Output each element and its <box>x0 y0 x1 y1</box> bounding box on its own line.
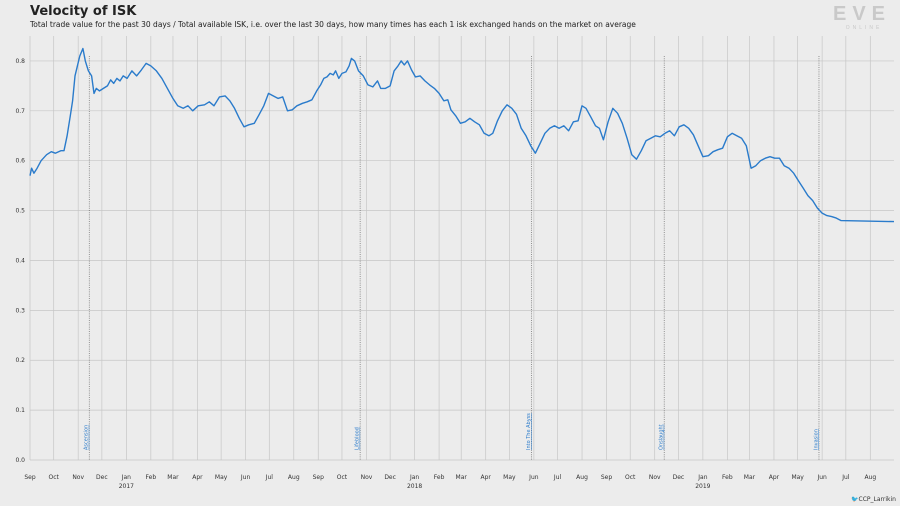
y-tick-label: 0.5 <box>15 208 25 215</box>
x-tick-label: Jan <box>409 474 419 481</box>
x-tick-label: Mar <box>744 474 756 481</box>
y-tick-label: 0.8 <box>15 58 25 65</box>
x-tick-label: Dec <box>673 474 685 481</box>
x-tick-label: Feb <box>434 474 445 481</box>
annotation-label: Onslaught <box>659 424 665 450</box>
x-tick-year-label: 2017 <box>119 483 134 490</box>
x-tick-label: Feb <box>722 474 733 481</box>
logo-subtext: ONLINE <box>846 25 883 31</box>
x-tick-label: May <box>791 474 804 481</box>
x-tick-label: Oct <box>625 474 636 481</box>
annotation-label: Into The Abyss <box>526 413 532 450</box>
y-tick-label: 0.1 <box>15 407 25 414</box>
x-tick-label: Jun <box>240 474 251 481</box>
chart-subtitle: Total trade value for the past 30 days /… <box>30 20 636 29</box>
x-tick-label: Apr <box>192 474 203 481</box>
twitter-bird-icon: 🐦 <box>851 496 859 503</box>
x-tick-year-label: 2018 <box>407 483 422 490</box>
x-tick-label: Dec <box>96 474 108 481</box>
x-tick-label: Sep <box>313 474 325 481</box>
annotation-label: Invasion <box>813 429 819 450</box>
annotation-label: Lifeblood <box>355 427 361 450</box>
x-tick-label: Mar <box>167 474 179 481</box>
x-tick-label: Nov <box>72 474 84 481</box>
y-tick-label: 0.0 <box>15 457 25 464</box>
x-tick-label: Feb <box>146 474 157 481</box>
x-tick-label: Jan <box>121 474 131 481</box>
x-tick-label: Dec <box>384 474 396 481</box>
y-tick-label: 0.2 <box>15 357 25 364</box>
y-axis-tick-labels: 0.0 0.1 0.2 0.3 0.4 0.5 0.6 0.7 0.8 <box>15 58 25 464</box>
x-tick-year-label: 2019 <box>695 483 710 490</box>
x-tick-label: Jun <box>528 474 539 481</box>
x-tick-label: Aug <box>288 474 300 481</box>
annotation-label: Ascension <box>84 425 90 450</box>
x-tick-label: Oct <box>337 474 348 481</box>
series-lines <box>29 47 895 223</box>
x-tick-label: Apr <box>480 474 491 481</box>
x-tick-label: Aug <box>576 474 588 481</box>
author-credit: 🐦CCP_Larrikin <box>851 496 896 503</box>
y-tick-label: 0.3 <box>15 307 25 314</box>
x-tick-label: Nov <box>649 474 661 481</box>
x-tick-label: Oct <box>49 474 60 481</box>
x-axis-tick-labels: Sep Oct Nov Dec Jan 2017 Feb Mar Apr May Jun Jul Aug… <box>24 474 876 490</box>
x-tick-label: Sep <box>601 474 613 481</box>
x-tick-label: Nov <box>361 474 373 481</box>
y-tick-label: 0.6 <box>15 158 25 165</box>
x-tick-label: May <box>503 474 516 481</box>
y-tick-label: 0.7 <box>15 108 25 115</box>
x-tick-label: Jun <box>816 474 827 481</box>
velocity-series-line <box>29 47 895 223</box>
x-tick-label: Jul <box>265 474 274 481</box>
y-tick-label: 0.4 <box>15 257 25 264</box>
chart-title: Velocity of ISK <box>30 4 137 19</box>
x-tick-label: Sep <box>24 474 36 481</box>
x-tick-label: Aug <box>864 474 876 481</box>
x-tick-label: May <box>215 474 228 481</box>
x-tick-label: Apr <box>769 474 780 481</box>
x-tick-label: Mar <box>456 474 468 481</box>
logo-text: EVE <box>833 3 891 25</box>
x-tick-label: Jul <box>841 474 850 481</box>
eve-online-logo: EVE ONLINE <box>833 3 891 31</box>
release-annotations: Ascension Lifeblood Into The Abyss Onslaugh… <box>84 56 819 460</box>
grid-lines <box>29 36 894 461</box>
x-tick-label: Jan <box>697 474 707 481</box>
x-tick-label: Jul <box>553 474 562 481</box>
credit-handle: CCP_Larrikin <box>858 496 896 503</box>
